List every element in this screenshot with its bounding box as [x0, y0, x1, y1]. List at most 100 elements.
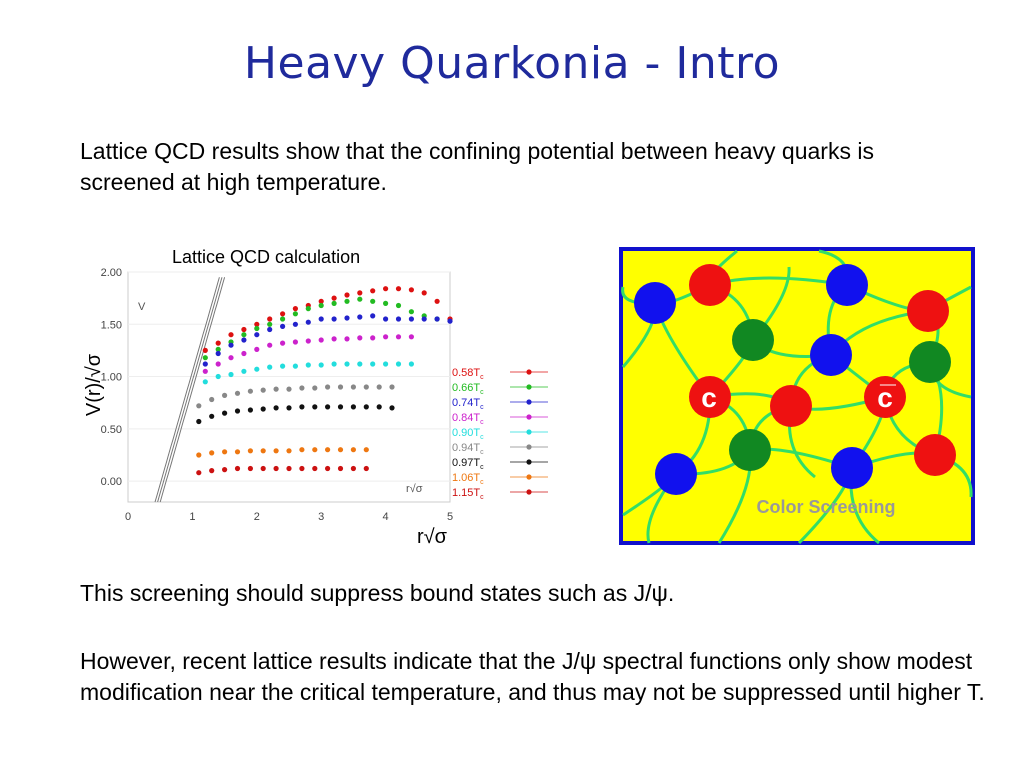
y-tick-label: 1.50 — [101, 319, 122, 331]
data-point — [421, 290, 427, 296]
data-point — [202, 361, 208, 367]
data-point — [254, 332, 260, 338]
green-color-charge — [909, 341, 951, 383]
data-point — [215, 350, 221, 357]
data-point — [344, 298, 350, 304]
legend-label: 0.94Tc — [452, 442, 484, 456]
data-point — [286, 448, 292, 454]
data-point — [234, 465, 241, 472]
data-point — [370, 298, 376, 304]
data-point — [318, 302, 324, 309]
color-charges — [634, 264, 956, 495]
data-point — [395, 361, 402, 367]
data-point — [286, 465, 292, 472]
data-point — [241, 332, 247, 338]
charm-antiquark-label: c̅ — [877, 382, 896, 413]
data-point — [370, 361, 376, 367]
data-point — [408, 316, 414, 322]
data-point — [247, 465, 253, 472]
data-point — [228, 355, 234, 361]
charm-quark-label: c — [701, 382, 717, 413]
data-point — [280, 340, 286, 346]
data-point — [280, 363, 286, 369]
legend-label: 1.15Tc — [452, 487, 484, 501]
theory-curve — [159, 277, 226, 503]
data-point — [305, 362, 311, 368]
data-point — [292, 321, 298, 327]
data-point — [350, 404, 356, 410]
data-point — [286, 386, 292, 392]
data-point — [254, 325, 260, 332]
data-point — [383, 361, 389, 367]
data-point — [383, 334, 389, 340]
data-point — [350, 447, 356, 453]
data-point — [254, 321, 260, 327]
data-series — [196, 286, 453, 476]
blue-color-charge — [826, 264, 868, 306]
data-point — [260, 406, 266, 412]
red-color-charge — [914, 434, 956, 476]
data-point — [408, 287, 414, 293]
legend-marker — [526, 489, 532, 495]
series-0.97T — [196, 404, 395, 425]
legend-label: 0.84Tc — [452, 412, 484, 426]
data-point — [273, 405, 279, 411]
charm-quark — [689, 376, 731, 418]
theory-curve — [157, 277, 223, 503]
data-point — [389, 405, 395, 411]
data-point — [370, 288, 376, 294]
data-point — [312, 465, 318, 472]
y-tick-label: 0.50 — [101, 424, 122, 436]
data-point — [299, 385, 305, 391]
series-0.94T — [196, 384, 395, 409]
data-point — [312, 385, 318, 391]
data-point — [434, 316, 440, 322]
legend-marker — [526, 399, 532, 405]
data-point — [292, 363, 298, 369]
data-point — [260, 465, 266, 472]
data-point — [228, 342, 234, 348]
data-point — [280, 311, 286, 317]
red-color-charge — [770, 385, 812, 427]
legend-marker — [526, 369, 532, 375]
red-color-charge — [689, 264, 731, 306]
data-point — [363, 404, 369, 410]
data-point — [267, 316, 273, 322]
data-point — [312, 404, 318, 410]
data-point — [357, 361, 363, 367]
x-tick-label: 0 — [125, 511, 131, 523]
charm-quark — [864, 376, 906, 418]
legend-marker — [526, 459, 532, 465]
data-point — [337, 404, 344, 410]
data-point — [202, 379, 208, 385]
y-gridlines — [128, 271, 450, 482]
data-point — [325, 447, 331, 453]
data-point — [267, 321, 273, 327]
data-point — [350, 384, 356, 390]
chart-caption: Lattice QCD calculation — [172, 247, 361, 267]
slide-title: Heavy Quarkonia - Intro — [243, 38, 781, 89]
data-point — [305, 306, 311, 312]
legend-marker — [526, 384, 532, 390]
data-point — [325, 465, 331, 472]
red-color-charge — [907, 290, 949, 332]
data-point — [325, 384, 331, 390]
data-point — [241, 350, 247, 357]
data-point — [234, 449, 241, 455]
series-0.84T — [202, 334, 414, 374]
data-point — [357, 335, 363, 341]
data-point — [280, 323, 286, 329]
data-point — [318, 337, 324, 343]
data-point — [222, 410, 228, 416]
data-point — [337, 384, 344, 390]
green-color-charge — [729, 429, 771, 471]
data-point — [273, 386, 279, 392]
data-point — [337, 465, 344, 472]
series-0.74T — [202, 313, 453, 367]
data-point — [383, 316, 389, 322]
data-point — [241, 326, 247, 333]
data-point — [267, 342, 273, 348]
y-tick-labels: 0.00 0.50 1.00 1.50 2.00 — [101, 267, 122, 488]
data-point — [241, 337, 247, 343]
data-point — [234, 408, 241, 414]
